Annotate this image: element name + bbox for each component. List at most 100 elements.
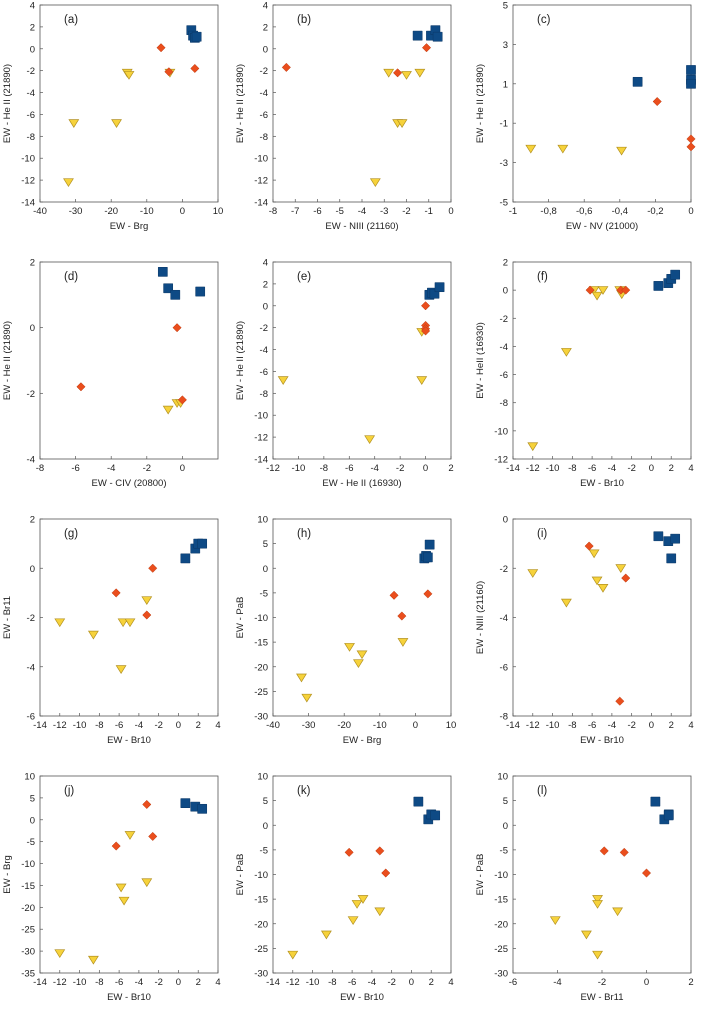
y-tick-label: -5 bbox=[500, 845, 508, 856]
triangle-point bbox=[396, 119, 408, 128]
x-tick-label: -4 bbox=[358, 206, 366, 217]
y-tick-label: 2 bbox=[263, 279, 268, 290]
y-tick-label: 2 bbox=[503, 258, 508, 269]
x-axis-label: EW - Brg bbox=[343, 735, 382, 746]
x-tick-label: -6 bbox=[509, 977, 517, 988]
y-tick-label: -12 bbox=[21, 176, 35, 187]
x-tick-label: -1 bbox=[425, 206, 433, 217]
square-point bbox=[653, 531, 664, 542]
panel-label: (h) bbox=[297, 528, 311, 540]
x-tick-label: -2 bbox=[396, 463, 404, 474]
x-tick-label: 2 bbox=[196, 977, 201, 988]
diamond-point bbox=[389, 590, 399, 600]
square-point bbox=[432, 31, 443, 42]
y-axis-label: EW - PaB bbox=[235, 597, 246, 639]
y-tick-label: -4 bbox=[27, 88, 35, 99]
y-tick-label: -8 bbox=[260, 389, 268, 400]
y-tick-label: 2 bbox=[30, 515, 35, 526]
x-tick-label: -20 bbox=[104, 206, 118, 217]
square-point bbox=[670, 533, 681, 544]
triangle-point bbox=[347, 916, 359, 926]
x-tick-label: 4 bbox=[688, 720, 693, 731]
panel-label: (g) bbox=[64, 528, 78, 540]
x-tick-label: -6 bbox=[115, 977, 123, 988]
triangle-point bbox=[525, 144, 537, 154]
y-tick-label: 4 bbox=[263, 1, 268, 12]
x-tick-label: -4 bbox=[135, 720, 143, 731]
x-tick-label: -2 bbox=[143, 463, 151, 474]
y-tick-label: -12 bbox=[254, 433, 268, 444]
triangle-point bbox=[597, 584, 609, 593]
x-tick-label: 0 bbox=[180, 206, 185, 217]
y-tick-label: -6 bbox=[27, 712, 35, 723]
y-axis-label: EW - He II (21890) bbox=[2, 321, 13, 400]
y-tick-label: -25 bbox=[21, 925, 35, 936]
y-tick-label: 0 bbox=[263, 821, 268, 832]
plot-frame bbox=[512, 518, 692, 717]
triangle-point bbox=[277, 376, 289, 385]
diamond-point bbox=[190, 63, 200, 74]
y-tick-label: -1 bbox=[500, 119, 508, 130]
triangle-point bbox=[124, 618, 136, 628]
y-tick-label: -6 bbox=[500, 662, 508, 673]
x-tick-label: -4 bbox=[608, 720, 616, 731]
panel-label: (b) bbox=[297, 14, 311, 26]
diamond-point bbox=[397, 611, 407, 621]
x-tick-label: -30 bbox=[302, 720, 316, 731]
y-tick-label: -2 bbox=[500, 564, 508, 575]
y-tick-label: -5 bbox=[260, 845, 268, 856]
x-tick-label: -2 bbox=[402, 206, 410, 217]
y-tick-label: 0 bbox=[503, 821, 508, 832]
y-tick-label: -12 bbox=[254, 176, 268, 187]
y-axis-label: EW - He II (21890) bbox=[235, 64, 246, 143]
y-tick-label: -15 bbox=[254, 638, 268, 649]
x-tick-label: -14 bbox=[506, 463, 520, 474]
square-point bbox=[197, 803, 208, 814]
y-tick-label: 5 bbox=[503, 796, 508, 807]
triangle-point bbox=[320, 930, 332, 940]
y-tick-label: 10 bbox=[257, 515, 268, 526]
y-tick-label: 3 bbox=[503, 40, 508, 51]
x-tick-label: -4 bbox=[107, 463, 115, 474]
triangle-point bbox=[592, 895, 603, 904]
x-axis-label: EW - Br10 bbox=[107, 735, 151, 746]
x-tick-label: -14 bbox=[506, 720, 520, 731]
y-tick-label: -2 bbox=[27, 613, 35, 624]
y-tick-label: -30 bbox=[254, 712, 268, 723]
x-tick-label: -8 bbox=[328, 977, 336, 988]
panel-label: (e) bbox=[297, 271, 311, 283]
panel-label: (c) bbox=[537, 14, 551, 26]
y-tick-label: -14 bbox=[21, 198, 35, 209]
triangle-point bbox=[115, 665, 127, 674]
square-point bbox=[413, 796, 424, 807]
x-tick-label: -12 bbox=[286, 977, 300, 988]
x-tick-label: -10 bbox=[73, 977, 87, 988]
y-tick-label: 5 bbox=[30, 793, 35, 804]
y-tick-label: -4 bbox=[27, 662, 35, 673]
y-tick-label: -10 bbox=[494, 870, 508, 881]
panel-label: (f) bbox=[537, 271, 548, 283]
x-tick-label: -6 bbox=[588, 720, 596, 731]
diamond-point bbox=[76, 382, 86, 392]
y-tick-label: -8 bbox=[260, 132, 268, 143]
x-tick-label: -0,4 bbox=[612, 206, 628, 217]
x-tick-label: -20 bbox=[337, 720, 351, 731]
y-tick-label: -10 bbox=[254, 613, 268, 624]
plot-frame bbox=[39, 4, 219, 203]
x-tick-label: 0 bbox=[176, 720, 181, 731]
x-tick-label: -14 bbox=[33, 977, 47, 988]
y-tick-label: -30 bbox=[21, 947, 35, 958]
x-tick-label: -12 bbox=[53, 720, 67, 731]
triangle-point bbox=[549, 916, 561, 926]
y-tick-label: -10 bbox=[21, 154, 35, 165]
y-tick-label: -12 bbox=[494, 455, 508, 466]
x-tick-label: -12 bbox=[526, 463, 540, 474]
x-tick-label: 0 bbox=[649, 720, 654, 731]
square-point bbox=[197, 538, 208, 549]
y-tick-label: 2 bbox=[263, 22, 268, 33]
x-tick-label: -10 bbox=[306, 977, 320, 988]
x-tick-label: -2 bbox=[598, 977, 606, 988]
triangle-point bbox=[615, 564, 627, 573]
x-tick-label: -40 bbox=[266, 720, 280, 731]
diamond-point bbox=[621, 285, 631, 295]
